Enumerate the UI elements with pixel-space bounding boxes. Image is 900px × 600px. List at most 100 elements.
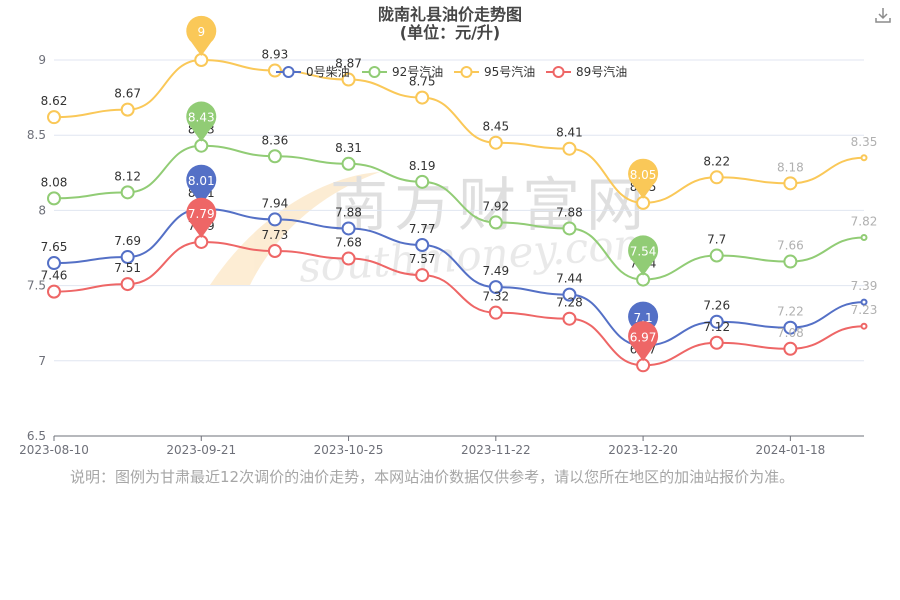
data-label: 8.75: [409, 75, 436, 89]
mark-pin-label: 9: [197, 25, 205, 39]
mark-pin: 6.97: [628, 321, 659, 362]
data-label: 7.46: [41, 269, 68, 283]
data-point: [120, 277, 135, 292]
data-point: [267, 244, 282, 259]
legend-item-0[interactable]: 0号柴油: [276, 65, 350, 79]
data-point: [783, 341, 798, 356]
mark-pin: 9: [186, 15, 217, 56]
x-tick-label: 2023-11-22: [461, 443, 531, 457]
data-label: 8.87: [335, 57, 362, 71]
mark-pin-shape: [186, 197, 217, 238]
data-label: 7.69: [114, 234, 141, 248]
data-point: [267, 149, 282, 164]
x-tick-label: 2023-08-10: [19, 443, 89, 457]
data-label: 7.92: [482, 199, 509, 213]
data-point: [488, 280, 503, 295]
data-label: 7.7: [707, 233, 726, 247]
x-tick-label: 2024-01-18: [755, 443, 825, 457]
chart-title: 陇南礼县油价走势图: [378, 5, 522, 24]
data-point: [47, 110, 61, 125]
legend-swatch-dot: [460, 66, 473, 78]
data-label: 7.28: [556, 296, 583, 310]
data-point: [47, 191, 61, 206]
data-point: [120, 185, 135, 200]
data-label: 8.31: [335, 141, 362, 155]
data-label: 7.88: [335, 205, 362, 219]
mark-pin-label: 7.1: [634, 311, 653, 325]
legend-swatch-dot: [368, 66, 381, 78]
data-point: [562, 141, 577, 156]
mark-pin-shape: [628, 158, 659, 199]
data-label: 8.36: [262, 133, 289, 147]
data-point: [709, 335, 724, 350]
data-point: [47, 284, 61, 299]
data-point: [783, 320, 798, 335]
data-point: [341, 72, 356, 87]
data-point: [341, 221, 356, 236]
data-point: [415, 268, 430, 283]
mark-pin-shape: [186, 164, 217, 205]
data-label: 8.08: [41, 175, 68, 189]
mark-pin-shape: [628, 321, 659, 362]
data-label: 7.73: [262, 228, 289, 242]
data-label: 7.88: [556, 205, 583, 219]
legend-item-3[interactable]: 89号汽油: [546, 64, 627, 79]
watermark-cn: 南方财富网: [330, 171, 650, 239]
data-label: 8.93: [262, 48, 289, 62]
chart-subtitle: (单位：元/升): [400, 23, 500, 42]
data-point: [709, 314, 724, 329]
x-tick-label: 2023-09-21: [166, 443, 236, 457]
mark-pin-label: 8.43: [188, 111, 215, 125]
data-point: [562, 221, 577, 236]
mark-pin: 7.79: [186, 197, 217, 238]
mark-pin-shape: [186, 101, 217, 142]
mark-pin-shape: [628, 235, 659, 276]
data-point: [415, 174, 430, 189]
data-point: [860, 154, 868, 162]
data-label: 7.82: [851, 214, 878, 228]
data-label: 7.57: [409, 252, 436, 266]
mark-pin-label: 8.01: [188, 174, 215, 188]
download-icon[interactable]: [874, 6, 892, 24]
data-label: 7.12: [703, 320, 730, 334]
data-label: 7.32: [482, 290, 509, 304]
data-label: 7.39: [851, 279, 878, 293]
legend-swatch-dot: [552, 66, 565, 78]
data-point: [415, 90, 430, 105]
data-label: 8.35: [851, 135, 878, 149]
data-label: 7.44: [556, 272, 583, 286]
data-point: [47, 256, 61, 271]
mark-pin: 8.43: [186, 101, 217, 142]
data-point: [562, 287, 577, 302]
data-point: [860, 298, 868, 306]
x-tick-label: 2023-10-25: [314, 443, 384, 457]
data-label: 7.22: [777, 305, 804, 319]
data-label: 8.18: [777, 160, 804, 174]
legend-label: 92号汽油: [392, 64, 443, 79]
legend-label: 0号柴油: [306, 65, 350, 79]
data-point: [860, 233, 868, 241]
legend-item-1[interactable]: 92号汽油: [362, 64, 443, 79]
data-point: [267, 212, 282, 227]
data-point: [488, 135, 503, 150]
x-tick-label: 2023-12-20: [608, 443, 678, 457]
data-label: 8.45: [482, 120, 509, 134]
mark-pin-label: 7.54: [630, 245, 657, 259]
data-label: 7.23: [851, 303, 878, 317]
data-label: 7.65: [41, 240, 68, 254]
mark-pin-shape: [186, 15, 217, 56]
legend-label: 89号汽油: [576, 64, 627, 79]
data-label: 7.51: [114, 261, 141, 275]
legend-swatch-dot: [282, 66, 295, 78]
legend-label: 95号汽油: [484, 64, 535, 79]
mark-pin: 8.01: [186, 164, 217, 205]
data-label: 7.66: [777, 239, 804, 253]
data-point: [562, 311, 577, 326]
data-label: 8.19: [409, 159, 436, 173]
y-tick-label: 7.5: [27, 279, 46, 293]
mark-pin: 7.54: [628, 235, 659, 276]
data-label: 8.41: [556, 126, 583, 140]
legend-item-2[interactable]: 95号汽油: [454, 64, 535, 79]
y-tick-label: 9: [38, 53, 46, 67]
data-point: [488, 305, 503, 320]
